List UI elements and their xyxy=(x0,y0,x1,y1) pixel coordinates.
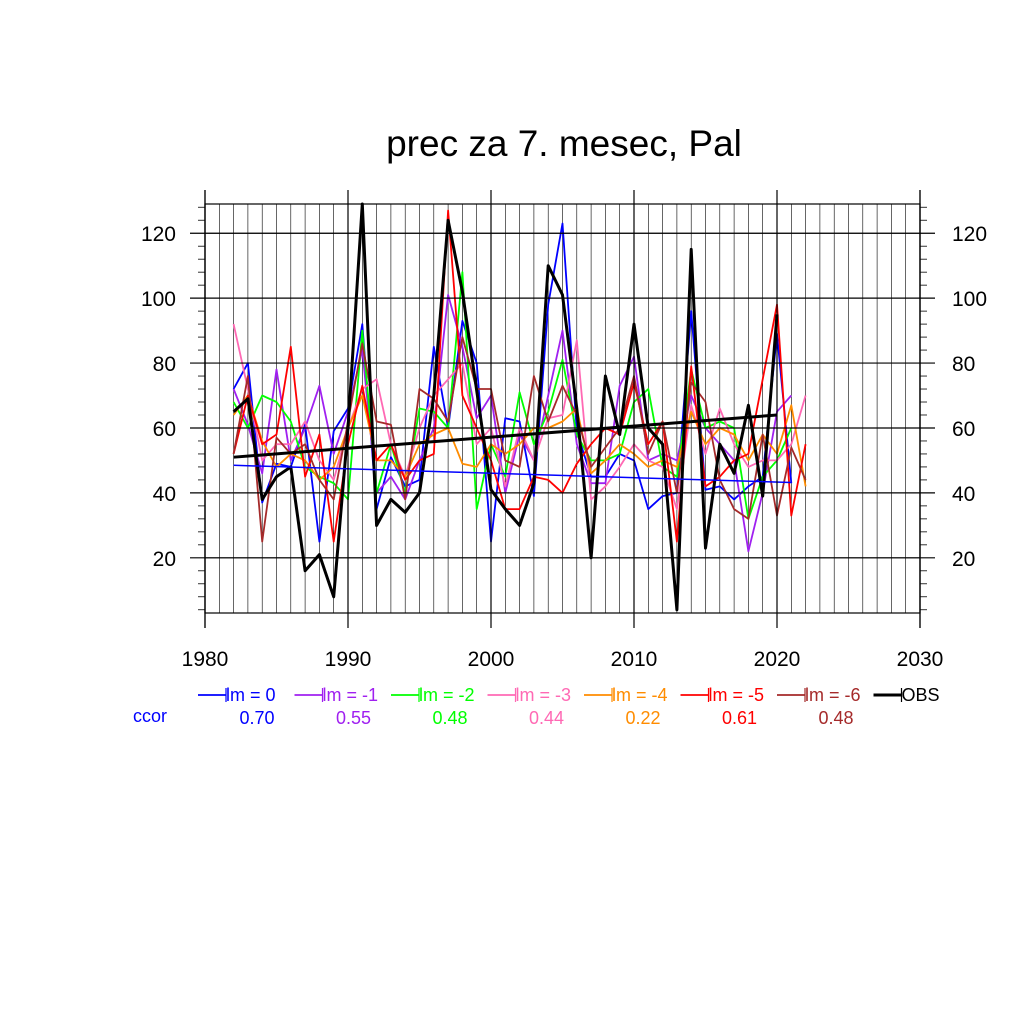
legend-ccor-value: 0.70 xyxy=(239,708,274,728)
y-tick-label-left: 120 xyxy=(141,223,176,246)
legend-entry-label: lm = 0 xyxy=(226,685,276,705)
legend-entry-label: lm = -6 xyxy=(805,685,861,705)
y-tick-label-left: 40 xyxy=(153,483,176,506)
y-tick-label-right: 20 xyxy=(952,548,975,571)
legend-ccor-value: 0.22 xyxy=(625,708,660,728)
trend-lines xyxy=(233,413,792,484)
legend-ccor-value: 0.48 xyxy=(432,708,467,728)
x-tick-label: 1990 xyxy=(325,648,372,671)
x-tick-label: 2000 xyxy=(468,648,515,671)
legend-entry-label: lm = -4 xyxy=(612,685,668,705)
legend: lm = 0 0.70 lm = -1 0.55 lm = -2 0.48 lm = -3 0… xyxy=(198,685,940,728)
x-tick-label: 1980 xyxy=(182,648,229,671)
y-tick-label-right: 40 xyxy=(952,483,975,506)
y-tick-label-right: 80 xyxy=(952,353,975,376)
series-line-lm-5 xyxy=(232,209,807,543)
x-tick-label: 2010 xyxy=(611,648,658,671)
legend-entry-label: OBS xyxy=(902,685,940,705)
trend-line-obs xyxy=(233,413,778,459)
legend-entry-label: lm = -5 xyxy=(709,685,765,705)
y-tick-label-right: 120 xyxy=(952,223,987,246)
legend-entry-label: lm = -3 xyxy=(516,685,572,705)
x-tick-label: 2030 xyxy=(897,648,944,671)
trend-line-lm-0 xyxy=(233,464,792,484)
x-tick-label: 2020 xyxy=(754,648,801,671)
y-tick-label-left: 60 xyxy=(153,418,176,441)
series-line-obs xyxy=(232,202,779,612)
legend-ccor-value: 0.55 xyxy=(336,708,371,728)
series-line-lm-4 xyxy=(232,394,807,487)
chart-title: prec za 7. mesec, Pal xyxy=(386,123,742,164)
y-tick-label-right: 100 xyxy=(952,288,987,311)
y-tick-label-left: 80 xyxy=(153,353,176,376)
legend-entry-label: lm = -2 xyxy=(419,685,475,705)
y-tick-label-left: 100 xyxy=(141,288,176,311)
y-tick-label-right: 60 xyxy=(952,418,975,441)
legend-ccor-value: 0.48 xyxy=(818,708,853,728)
axis-ticks xyxy=(190,190,935,628)
y-tick-label-left: 20 xyxy=(153,548,176,571)
legend-ccor-value: 0.44 xyxy=(529,708,564,728)
ccor-label: ccor xyxy=(133,706,167,726)
legend-ccor-value: 0.61 xyxy=(722,708,757,728)
legend-entry-label: lm = -1 xyxy=(323,685,379,705)
